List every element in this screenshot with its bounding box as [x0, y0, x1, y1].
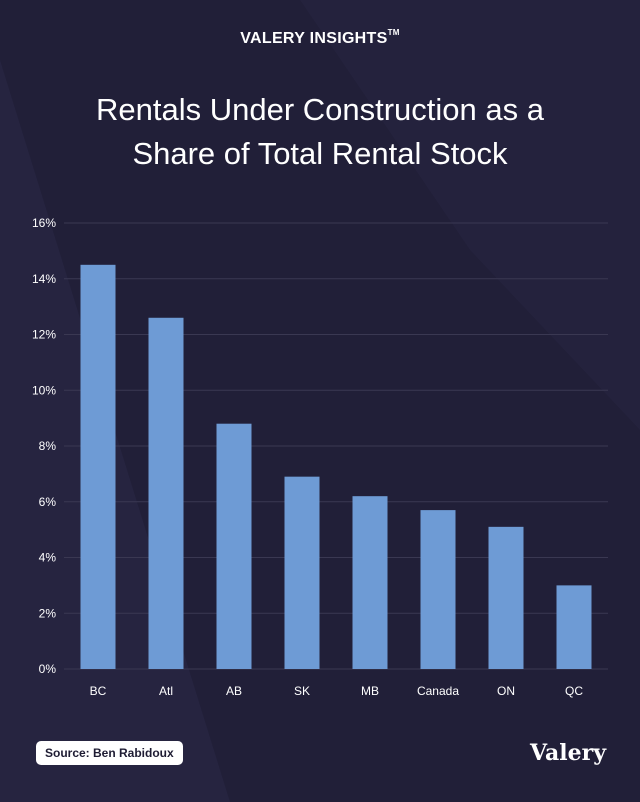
x-tick-label: AB	[226, 684, 242, 698]
bar	[216, 423, 252, 669]
source-badge: Source: Ben Rabidoux	[36, 741, 183, 765]
bar	[148, 317, 184, 669]
y-tick-label: 16%	[32, 216, 56, 230]
x-tick-label: Atl	[159, 684, 173, 698]
bar	[556, 585, 592, 669]
y-tick-label: 8%	[39, 439, 57, 453]
valery-logo: Valery	[529, 740, 606, 766]
trademark: TM	[387, 28, 400, 37]
y-tick-label: 10%	[32, 383, 56, 397]
chart-title-line2: Share of Total Rental Stock	[132, 136, 508, 171]
brand-name: VALERY INSIGHTS	[240, 30, 388, 47]
chart-title: Rentals Under Construction as a Share of…	[20, 88, 620, 176]
bar	[352, 496, 388, 669]
x-tick-label: ON	[497, 684, 515, 698]
y-tick-label: 2%	[39, 606, 57, 620]
y-tick-label: 6%	[39, 495, 57, 509]
bar	[284, 476, 320, 669]
brand-header: VALERY INSIGHTSTM	[0, 28, 640, 48]
chart-title-line1: Rentals Under Construction as a	[95, 92, 544, 127]
y-tick-label: 12%	[32, 328, 56, 342]
y-tick-label: 14%	[32, 272, 56, 286]
bar	[488, 526, 524, 669]
x-tick-label: SK	[294, 684, 310, 698]
x-tick-label: BC	[90, 684, 107, 698]
y-tick-label: 4%	[39, 551, 57, 565]
x-tick-label: MB	[361, 684, 379, 698]
x-tick-label: QC	[565, 684, 583, 698]
bar	[80, 264, 116, 669]
y-tick-label: 0%	[39, 662, 57, 676]
x-tick-label: Canada	[417, 684, 459, 698]
bar-chart: 0% 2% 4% 6% 8% 10% 12% 14% 16% BC Atl AB SK MB Canada O…	[32, 216, 608, 698]
bar	[420, 510, 456, 669]
